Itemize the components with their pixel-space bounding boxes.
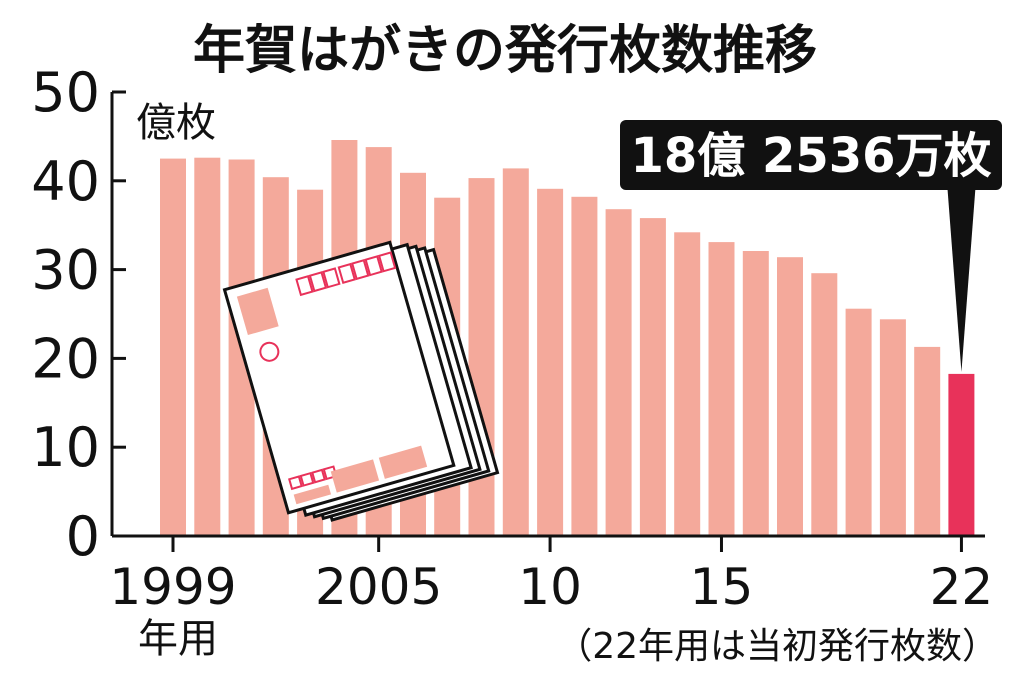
callout-pointer bbox=[947, 188, 976, 372]
x-tick-label: 2005 bbox=[315, 558, 442, 616]
bar-2021 bbox=[914, 346, 941, 536]
y-ticks: 0 10 20 30 40 50 bbox=[31, 61, 126, 568]
bar-2020 bbox=[879, 319, 906, 536]
y-tick-label: 40 bbox=[31, 150, 100, 213]
chart-title: 年賀はがきの発行枚数推移 bbox=[193, 21, 817, 81]
bar-2010 bbox=[537, 188, 564, 537]
y-tick-label: 20 bbox=[31, 327, 100, 390]
bar-2009 bbox=[502, 168, 529, 536]
bar-2017 bbox=[777, 257, 803, 536]
y-tick-label: 0 bbox=[66, 505, 100, 568]
bar-2000 bbox=[194, 157, 221, 536]
postcard-front bbox=[222, 240, 456, 515]
bar-2022 bbox=[948, 373, 975, 536]
bar-2015 bbox=[708, 242, 735, 536]
x-axis-unit-label: 年用 bbox=[138, 616, 218, 662]
callout-box bbox=[620, 120, 1002, 190]
bar-2019 bbox=[845, 308, 872, 536]
postcard-stack-illustration bbox=[222, 240, 500, 522]
bar-2011 bbox=[571, 196, 598, 537]
latest-value-callout: 18億 2536万枚 bbox=[620, 120, 1002, 372]
x-tick-label: 10 bbox=[518, 558, 582, 616]
callout-text: 18億 2536万枚 bbox=[630, 128, 991, 184]
y-tick-label: 10 bbox=[31, 416, 100, 479]
bar-2013 bbox=[639, 218, 666, 536]
x-tick-label: 22 bbox=[930, 558, 994, 616]
y-axis-unit-label: 億枚 bbox=[136, 100, 216, 146]
bar-2018 bbox=[811, 273, 838, 536]
y-tick-label: 50 bbox=[31, 61, 100, 124]
x-tick-label: 15 bbox=[690, 558, 754, 616]
y-tick-label: 30 bbox=[31, 239, 100, 302]
footnote: （22年用は当初発行枚数） bbox=[556, 626, 998, 667]
x-ticks: 1999 2005 10 15 22 bbox=[109, 536, 993, 616]
bar-1999 bbox=[160, 158, 186, 536]
bar-2012 bbox=[605, 209, 632, 536]
bar-2008 bbox=[468, 178, 495, 536]
bar-2016 bbox=[742, 251, 769, 536]
x-tick-label: 1999 bbox=[109, 558, 236, 616]
bar-2014 bbox=[674, 232, 701, 537]
